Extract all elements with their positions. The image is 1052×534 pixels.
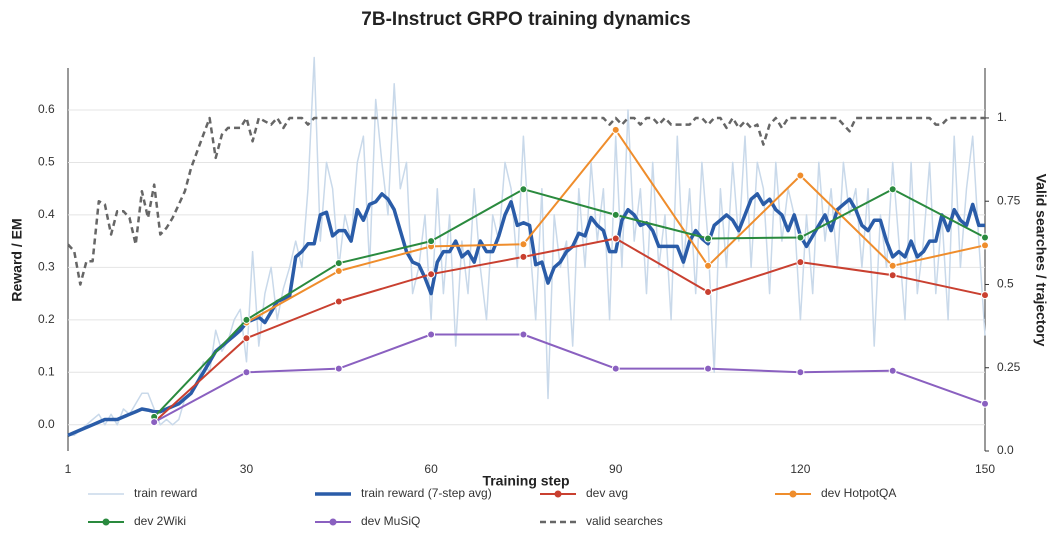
data-point xyxy=(427,330,436,339)
y2-tick-label: 0.25 xyxy=(997,360,1021,374)
legend-label: dev avg xyxy=(586,486,628,500)
data-point xyxy=(611,364,620,373)
y-axis-label: Reward / EM xyxy=(9,218,25,301)
data-point xyxy=(981,399,989,408)
y2-tick-label: 0.5 xyxy=(997,277,1014,291)
data-point xyxy=(427,270,436,279)
data-point xyxy=(334,297,343,306)
data-point xyxy=(981,241,989,250)
legend-label: train reward (7-step avg) xyxy=(361,486,492,500)
y-tick-label: 0.1 xyxy=(38,364,55,378)
series-line xyxy=(246,128,986,324)
series-line xyxy=(153,188,986,418)
legend-marker xyxy=(102,518,110,526)
data-point xyxy=(519,185,528,194)
legend-marker xyxy=(329,518,337,526)
series-line xyxy=(67,192,985,437)
y2-tick-label: 1. xyxy=(997,110,1007,124)
data-point xyxy=(242,334,251,343)
y-tick-label: 0.6 xyxy=(38,102,55,116)
y-tick-label: 0.3 xyxy=(38,260,55,274)
legend-label: dev MuSiQ xyxy=(361,514,420,528)
data-point xyxy=(888,185,897,194)
data-point xyxy=(796,233,805,242)
data-point xyxy=(611,210,620,219)
data-point xyxy=(796,171,805,180)
data-point xyxy=(519,252,528,261)
data-point xyxy=(427,237,436,246)
y2-tick-label: 0.0 xyxy=(997,443,1014,457)
data-point xyxy=(519,330,528,339)
data-point xyxy=(242,368,251,377)
y-tick-label: 0.4 xyxy=(38,207,55,221)
data-point xyxy=(334,364,343,373)
legend-label: dev HotpotQA xyxy=(821,486,896,500)
y-tick-label: 0.5 xyxy=(38,155,55,169)
legend-marker xyxy=(789,490,797,498)
data-point xyxy=(888,261,897,270)
legend-label: valid searches xyxy=(586,514,663,528)
series-line xyxy=(153,333,986,423)
data-point xyxy=(704,234,713,243)
series-line xyxy=(153,237,986,423)
data-point xyxy=(704,288,713,297)
legend-label: dev 2Wiki xyxy=(134,514,186,528)
x-tick-label: 150 xyxy=(975,462,995,476)
legend-label: train reward xyxy=(134,486,197,500)
data-point xyxy=(888,366,897,375)
x-tick-label: 120 xyxy=(790,462,810,476)
legend-marker xyxy=(554,490,562,498)
x-tick-label: 60 xyxy=(424,462,438,476)
data-point xyxy=(242,315,251,324)
data-point xyxy=(150,418,159,427)
data-point xyxy=(611,234,620,243)
x-tick-label: 30 xyxy=(240,462,254,476)
data-point xyxy=(334,267,343,276)
y-tick-label: 0.2 xyxy=(38,312,55,326)
y2-tick-label: 0.75 xyxy=(997,193,1021,207)
x-tick-label: 1 xyxy=(65,462,72,476)
y2-axis-label: Valid searches / trajectory xyxy=(1033,174,1049,347)
x-axis-label: Training step xyxy=(482,473,569,489)
data-point xyxy=(704,261,713,270)
data-point xyxy=(704,364,713,373)
data-point xyxy=(796,368,805,377)
data-point xyxy=(334,259,343,268)
data-point xyxy=(611,125,620,134)
data-point xyxy=(519,240,528,249)
y-tick-label: 0.0 xyxy=(38,417,55,431)
data-point xyxy=(888,271,897,280)
data-point xyxy=(981,233,989,242)
chart-title: 7B-Instruct GRPO training dynamics xyxy=(361,9,690,30)
data-point xyxy=(796,258,805,267)
x-tick-label: 90 xyxy=(609,462,623,476)
series-line xyxy=(67,116,985,286)
data-point xyxy=(981,291,989,300)
